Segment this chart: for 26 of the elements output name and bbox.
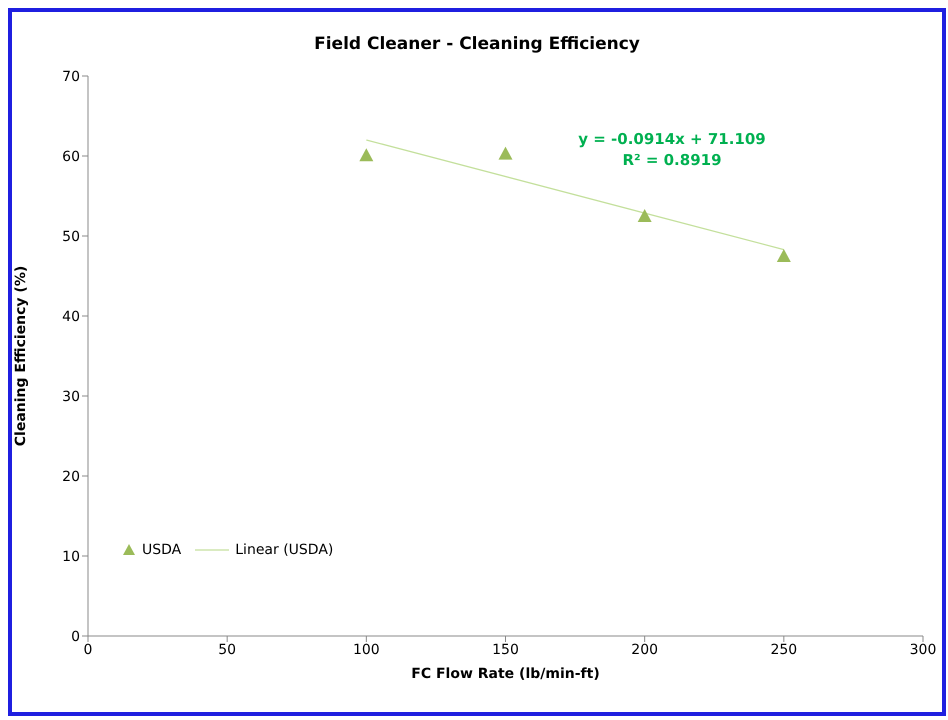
- x-tick-label: 100: [352, 642, 380, 658]
- annotation: y = -0.0914x + 71.109: [577, 130, 767, 148]
- x-tick-label: 200: [631, 642, 658, 658]
- x-tick-label: 300: [910, 642, 936, 658]
- x-tick-label: 150: [492, 642, 519, 658]
- y-axis-title: Cleaning Efficiency (%): [12, 266, 29, 446]
- x-tick-label: 50: [218, 642, 236, 658]
- point: [638, 209, 652, 222]
- y-tick-label: 30: [62, 388, 80, 405]
- point: [776, 249, 791, 262]
- point: [498, 146, 512, 160]
- y-tick-label: 20: [62, 468, 80, 485]
- x-tick-label: 0: [84, 642, 92, 658]
- x-axis-title: FC Flow Rate (lb/min-ft): [411, 666, 600, 682]
- y-tick-label: 40: [62, 308, 80, 325]
- annotation: R² = 0.8919: [621, 151, 723, 169]
- y-tick-label: 60: [62, 148, 80, 165]
- y-tick-label: 50: [62, 228, 80, 245]
- chart-title: Field Cleaner - Cleaning Efficiency: [313, 34, 641, 54]
- y-tick-label: 70: [62, 68, 80, 85]
- point: [359, 148, 374, 162]
- x-tick-label: 250: [770, 642, 798, 658]
- y-tick-label: 0: [71, 628, 80, 645]
- legend-label: Linear (USDA): [235, 542, 334, 558]
- y-tick-label: 10: [62, 548, 80, 565]
- legend-label: USDA: [142, 542, 182, 558]
